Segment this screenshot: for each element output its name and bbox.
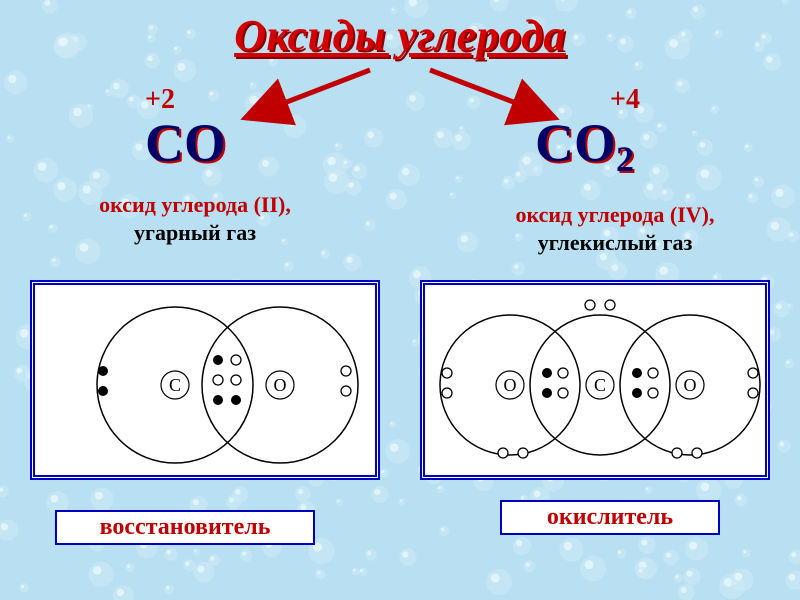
slide-content: Оксиды углерода +2 CO оксид углерода (II… bbox=[0, 0, 800, 600]
common-name-left: угарный газ bbox=[45, 220, 345, 246]
oxide-name-left: оксид углерода (II), bbox=[45, 192, 345, 218]
role-label-oxidant: окислитель bbox=[500, 500, 720, 535]
svg-text:O: O bbox=[684, 375, 697, 395]
svg-text:C: C bbox=[169, 375, 181, 395]
common-name-right: углекислый газ bbox=[455, 230, 775, 256]
formula-co: CO bbox=[145, 112, 226, 174]
svg-text:O: O bbox=[274, 375, 287, 395]
svg-text:O: O bbox=[504, 375, 517, 395]
page-title: Оксиды углерода bbox=[0, 10, 800, 61]
formula-co2: CO2 bbox=[535, 112, 634, 174]
svg-text:C: C bbox=[594, 375, 606, 395]
lewis-diagram-co2: OCO bbox=[420, 280, 770, 480]
lewis-diagram-co2-svg: OCO bbox=[425, 285, 765, 475]
lewis-diagram-co: CO bbox=[30, 280, 380, 480]
role-label-reductant: восстановитель bbox=[55, 510, 315, 545]
oxide-name-right: оксид углерода (IV), bbox=[455, 202, 775, 228]
lewis-diagram-co-svg: CO bbox=[35, 285, 375, 475]
